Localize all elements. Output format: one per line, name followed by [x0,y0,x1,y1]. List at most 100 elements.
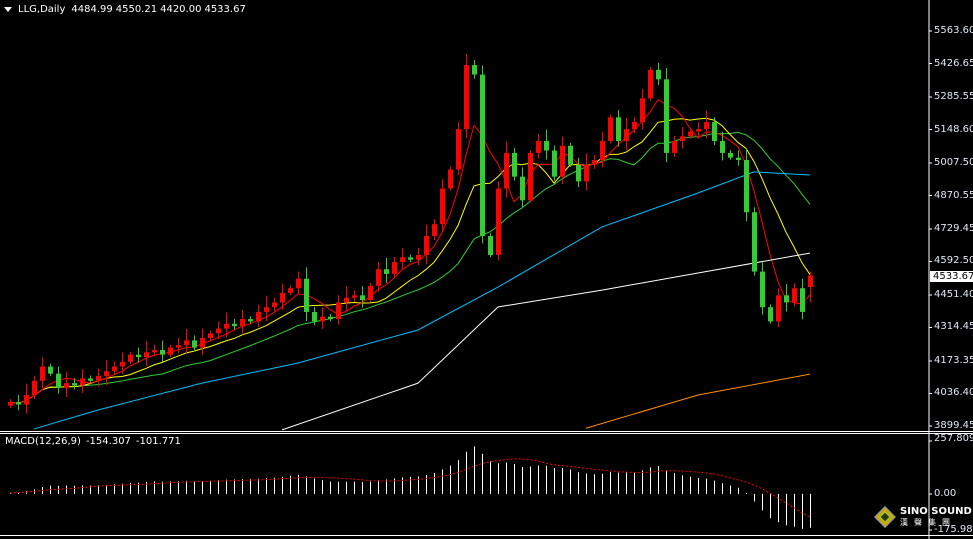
candle-body [760,271,765,308]
macd-signal-value: -101.771 [135,436,181,447]
price-tick-label: 4729.45 [934,222,973,234]
candle-body [160,349,165,355]
candle-body [592,160,597,165]
macd-axis-zero: 0.00 [934,488,957,499]
candle-body [272,302,277,308]
ma20-line [9,131,811,404]
price-tick-label: 5007.50 [934,156,973,168]
candle-body [776,295,781,322]
candle-body [464,65,469,130]
candle-body [136,354,141,358]
candle-body [392,262,397,274]
candle-body [576,164,581,182]
candle-body [640,98,645,123]
ma120-line [281,252,811,431]
candle-body [448,169,453,189]
candle-body [744,160,749,213]
macd-main-value: -154.307 [85,436,131,447]
candle-body [264,307,269,312]
candle-body [584,164,589,182]
candle-body [96,376,101,381]
candle-body [32,380,37,396]
price-tick-label: 4451.40 [934,288,973,300]
candle-body [104,371,109,377]
candle-body [696,129,701,132]
price-tick-label: 5563.60 [934,25,973,36]
logo-diamond-icon [874,506,896,528]
candle-body [320,316,325,322]
candle-body [656,69,661,80]
candle-body [336,302,341,320]
ma60-line [33,171,811,430]
sino-sound-logo: SINO SOUND 漢聲集團 [874,506,972,528]
candle-body [704,122,709,130]
dropdown-triangle-icon[interactable] [4,7,12,12]
close-value: 4533.67 [204,4,246,15]
candle-body [480,74,485,236]
candle-body [728,152,733,158]
ma250-line [585,373,811,429]
candle-body [128,354,133,362]
open-value: 4484.99 [71,4,113,15]
price-tick-label: 3899.45 [934,420,973,431]
candle-body [328,316,333,320]
candle-body [792,288,797,303]
current-price-label: 4533.67 [930,271,973,282]
macd-label: MACD(12,26,9) [5,436,81,447]
candle-body [456,129,461,170]
candle-body [424,235,429,255]
macd-signal-line [9,458,811,518]
candle-body [400,257,405,263]
candle-body [568,145,573,165]
candle-body [144,352,149,358]
candle-body [616,117,621,142]
price-tick-label: 5148.60 [934,123,973,135]
candle-body [168,347,173,355]
candle-body [560,145,565,177]
candle-body [80,378,85,386]
candle-body [688,131,693,137]
candle-body [304,278,309,312]
candle-body [752,212,757,272]
candle-body [256,311,261,322]
macd-axis-top: 257.809 [934,433,973,444]
candle-body [24,395,29,405]
chart-header[interactable]: LLG,Daily 4484.99 4550.21 4420.00 4533.6… [4,4,246,15]
candle-body [64,383,69,388]
candle-body [48,366,53,374]
candle-body [784,295,789,303]
candle-body [600,141,605,161]
candle-body [408,257,413,260]
logo-name: SINO SOUND [900,506,972,517]
price-tick-label: 4314.45 [934,321,973,333]
candle-body [672,141,677,153]
candle-body [280,292,285,303]
price-tick-label: 4870.55 [934,189,973,201]
candle-body [528,152,533,201]
candle-body [360,295,365,301]
candle-body [288,288,293,293]
candle-body [496,188,501,255]
candle-body [296,278,301,289]
logo-cn: 漢聲集團 [900,518,956,527]
moving-averages [9,99,811,431]
ma5-line [9,99,811,404]
high-value: 4550.21 [115,4,158,15]
candle-body [384,269,389,274]
candle-body [16,402,21,405]
candle-body [624,129,629,142]
candle-body [520,176,525,201]
price-tick-label: 5285.55 [934,90,973,102]
price-tick-label: 5426.65 [934,57,973,69]
candle-body [736,157,741,161]
macd-panel [9,446,811,529]
candle-body [72,383,77,386]
candle-body [368,285,373,301]
candle-body [800,288,805,312]
ma10-line [9,117,811,404]
price-tick-label: 4592.50 [934,255,973,267]
macd-header: MACD(12,26,9) -154.307 -101.771 [5,436,181,447]
candle-body [680,136,685,142]
candle-body [152,349,157,353]
